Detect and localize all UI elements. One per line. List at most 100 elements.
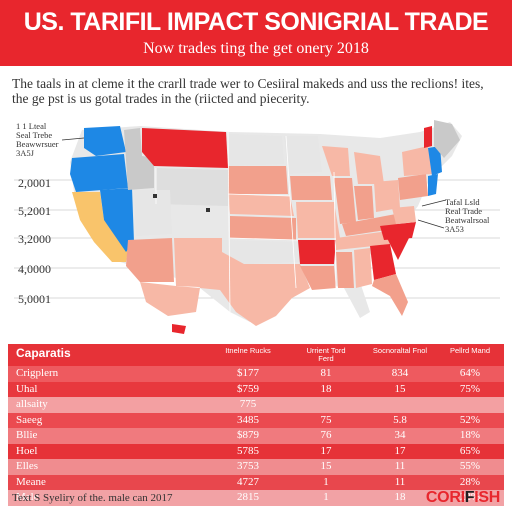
data-table: Caparatis Itnelne Rucks Urrient Tord Fer… bbox=[8, 344, 504, 506]
region-illinois bbox=[334, 178, 356, 224]
table-header-cell: Caparatis bbox=[16, 346, 71, 360]
row-value-cell: 4727 bbox=[237, 475, 259, 488]
region-indiana bbox=[354, 186, 374, 220]
region-hawaii bbox=[172, 324, 186, 334]
table-row: Elles 3753 15 11 55% bbox=[8, 459, 504, 475]
region-new-jersey bbox=[428, 174, 438, 196]
region-kentucky bbox=[342, 214, 400, 236]
us-map: 2,0001 5,2001 3,2000 4,0000 5,0001 bbox=[0, 112, 512, 344]
region-north-dakota bbox=[228, 134, 284, 166]
region-south-dakota bbox=[228, 166, 288, 194]
marker-dot-1 bbox=[153, 194, 157, 198]
legend-right-line: Beatwalrsoal bbox=[445, 215, 490, 225]
row-value-cell: 22% bbox=[459, 491, 481, 503]
region-new-england-blue bbox=[428, 146, 442, 176]
marker-dot-2 bbox=[206, 208, 210, 212]
row-label-cell: Saeeg bbox=[16, 413, 43, 426]
row-label-cell: Elles bbox=[16, 460, 38, 472]
leader-line-left bbox=[61, 137, 85, 141]
region-mississippi bbox=[336, 252, 354, 288]
grid-label-1: 2,0001 bbox=[18, 176, 51, 190]
header-banner: US. TARIFIL IMPACT SONIGRIAL TRADE Now t… bbox=[0, 0, 512, 66]
grid-label-2: 5,2001 bbox=[18, 204, 51, 218]
page-subtitle: Now trades ting the get onery 2018 bbox=[143, 40, 369, 57]
table-row: Hoel 5785 17 17 65% bbox=[8, 443, 504, 459]
row-value-cell: 75 bbox=[320, 413, 332, 426]
region-idaho bbox=[124, 128, 154, 190]
row-label-cell: Uhal bbox=[16, 382, 38, 395]
legend-right-line: Real Trade bbox=[445, 206, 483, 216]
legend-left-line: 3A5J bbox=[16, 148, 34, 158]
region-montana bbox=[142, 128, 228, 168]
table-header-cell: Pellrd Mand bbox=[449, 346, 491, 355]
region-washington bbox=[84, 126, 126, 156]
row-value-cell: 3753 bbox=[237, 460, 259, 472]
region-oregon bbox=[70, 154, 128, 192]
brand-part-red: CORI bbox=[425, 489, 465, 506]
row-value-cell: 65% bbox=[459, 444, 481, 457]
us-map-svg bbox=[14, 120, 500, 334]
region-virginia bbox=[392, 206, 416, 224]
table-row: allsaity 775 bbox=[8, 397, 504, 413]
row-value-cell: $177 bbox=[237, 367, 259, 379]
legend-left: 1 1 Lteal Seal Trebe Beawwrsuer 3A5J bbox=[16, 122, 82, 158]
row-value-cell: 834 bbox=[391, 367, 409, 379]
row-value-cell: 34 bbox=[394, 429, 406, 441]
row-value-cell: 1 bbox=[323, 475, 329, 488]
table-row: Crigplern $177 81 834 64% bbox=[8, 366, 504, 382]
table-row: Male 2815 1 18 22% bbox=[8, 490, 504, 506]
table-header-cell: Socnoraltal Fnol bbox=[372, 346, 428, 355]
region-kansas bbox=[230, 216, 296, 240]
row-value-cell: 2815 bbox=[237, 491, 259, 503]
region-wisconsin bbox=[322, 146, 350, 176]
region-alabama bbox=[354, 248, 372, 288]
table-header-cell: Urrient Tord Ferd bbox=[306, 346, 346, 363]
brand-logo: CORIFISH bbox=[426, 489, 500, 507]
region-wyoming bbox=[156, 168, 228, 206]
region-iowa bbox=[290, 176, 332, 200]
row-value-cell: 81 bbox=[320, 367, 332, 379]
row-value-cell: 52% bbox=[459, 413, 481, 426]
row-value-cell: 18 bbox=[320, 382, 332, 395]
grid-label-3: 3,2000 bbox=[18, 232, 51, 246]
row-value-cell: 75% bbox=[459, 382, 481, 395]
region-michigan bbox=[354, 152, 384, 184]
row-label-cell: Meane bbox=[16, 475, 46, 488]
legend-right-line: 3A53 bbox=[445, 224, 464, 234]
row-label-cell: Bllie bbox=[16, 429, 38, 441]
row-value-cell: 15 bbox=[394, 382, 406, 395]
region-louisiana bbox=[300, 266, 336, 290]
row-value-cell: 3485 bbox=[237, 413, 259, 426]
region-ohio bbox=[374, 180, 400, 212]
footer-note: Text S Syeliry of the. male can 2017 bbox=[12, 492, 173, 504]
region-south-carolina bbox=[386, 236, 410, 260]
table-header: Caparatis Itnelne Rucks Urrient Tord Fer… bbox=[8, 344, 504, 366]
legend-left-line: Beawwrsuer bbox=[16, 139, 59, 149]
table-row: Bllie $879 76 34 18% bbox=[8, 428, 504, 444]
table-row: Meane 4727 1 11 28% bbox=[8, 474, 504, 490]
row-value-cell: 11 bbox=[394, 460, 406, 472]
region-oklahoma bbox=[222, 240, 300, 264]
legend-left-line: Seal Trebe bbox=[16, 130, 53, 140]
region-southwest-salmon bbox=[140, 282, 200, 316]
region-nevada bbox=[100, 188, 134, 252]
region-florida bbox=[372, 274, 408, 316]
table-row: Uhal $759 18 15 75% bbox=[8, 381, 504, 397]
row-value-cell: 5.8 bbox=[393, 413, 407, 426]
legend-left-line: 1 1 Lteal bbox=[16, 121, 47, 131]
row-value-cell: $759 bbox=[237, 382, 259, 395]
intro-text: The taals in at cleme it the crarll trad… bbox=[12, 76, 484, 106]
row-value-cell: 775 bbox=[239, 398, 257, 410]
page-title: US. TARIFIL IMPACT SONIGRIAL TRADE bbox=[23, 8, 489, 36]
grid-label-5: 5,0001 bbox=[18, 292, 51, 306]
brand-part-red-2: ISH bbox=[474, 489, 500, 506]
state-borders bbox=[155, 131, 337, 313]
row-label-cell: Male bbox=[16, 491, 39, 503]
region-pennsylvania bbox=[398, 174, 428, 200]
leader-line-right bbox=[421, 199, 447, 207]
region-utah bbox=[134, 190, 172, 236]
legend-right-line: Tafal Lsld bbox=[445, 197, 480, 207]
row-value-cell: $879 bbox=[237, 429, 259, 441]
row-value-cell: 18 bbox=[394, 491, 406, 503]
region-georgia bbox=[370, 244, 396, 280]
